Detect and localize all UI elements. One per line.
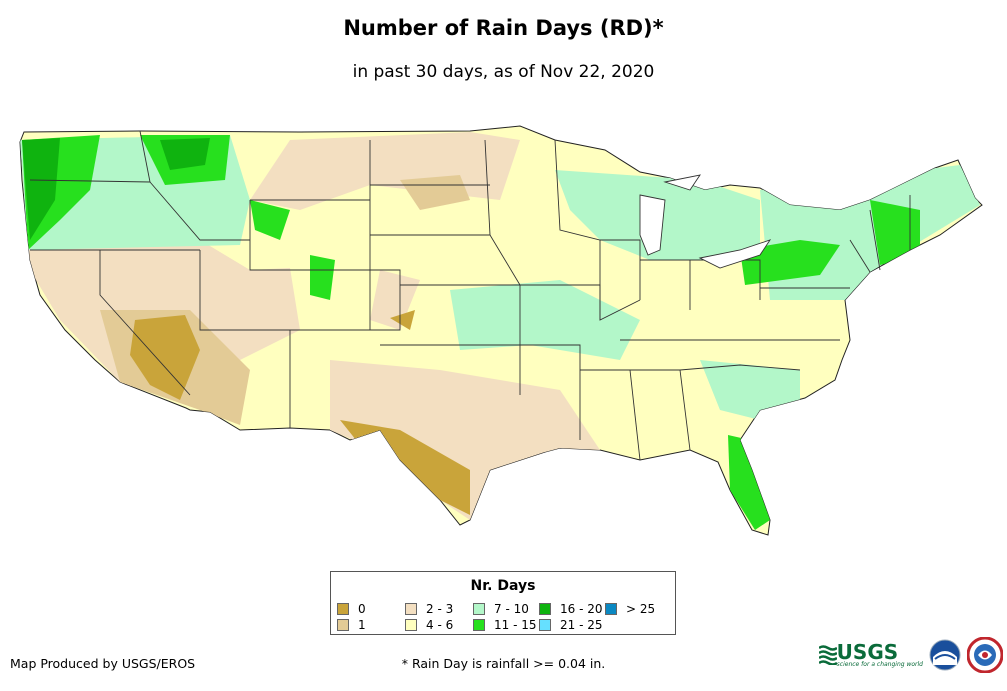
agency-logos: USGS science for a changing world — [818, 637, 1003, 673]
legend-label: 0 — [358, 602, 366, 616]
legend-label: > 25 — [626, 602, 656, 616]
legend-label: 7 - 10 — [494, 602, 529, 616]
legend-item-7-10: 7 - 10 — [473, 602, 529, 616]
noaa-logo-icon — [929, 639, 961, 671]
legend-swatch — [539, 619, 551, 631]
legend-item-2-3: 2 - 3 — [405, 602, 453, 616]
legend-item-4-6: 4 - 6 — [405, 618, 453, 632]
legend-item-21-25: 21 - 25 — [539, 618, 603, 632]
legend-label: 1 — [358, 618, 366, 632]
legend-swatch — [539, 603, 551, 615]
legend: Nr. Days 0 1 2 - 3 4 - 6 7 - 10 11 - 15 … — [330, 571, 676, 635]
legend-label: 16 - 20 — [560, 602, 603, 616]
region-11-15-wyoming — [250, 200, 290, 240]
legend-label: 21 - 25 — [560, 618, 603, 632]
legend-item-16-20: 16 - 20 — [539, 602, 603, 616]
region-16-20-montana — [160, 138, 210, 170]
legend-swatch — [473, 603, 485, 615]
region-7-10-southeast — [700, 360, 800, 420]
region-7-10-midsouth — [450, 280, 640, 360]
usgs-logo: USGS science for a changing world — [818, 640, 923, 668]
region-16-20-coast — [22, 138, 60, 240]
map-subtitle: in past 30 days, as of Nov 22, 2020 — [352, 62, 655, 82]
footnote: * Rain Day is rainfall >= 0.04 in. — [401, 656, 606, 671]
legend-item-0: 0 — [337, 602, 366, 616]
legend-label: 11 - 15 — [494, 618, 537, 632]
legend-item-1: 1 — [337, 618, 366, 632]
legend-item-11-15: 11 - 15 — [473, 618, 537, 632]
region-11-15-florida — [728, 435, 770, 530]
legend-item-gt-25: > 25 — [605, 602, 655, 616]
region-2-3-south — [330, 360, 600, 520]
region-7-10-northeast — [760, 165, 980, 300]
region-0-arizona — [130, 315, 200, 400]
legend-swatch — [405, 619, 417, 631]
region-1-northplains — [400, 175, 470, 210]
usgs-wave-icon — [818, 645, 837, 665]
region-11-15-colorado — [310, 255, 335, 300]
region-0-kansas — [390, 310, 415, 330]
legend-title: Nr. Days — [470, 578, 536, 594]
legend-swatch — [405, 603, 417, 615]
legend-label: 4 - 6 — [426, 618, 454, 632]
great-lakes — [639, 174, 772, 269]
legend-swatch — [473, 619, 485, 631]
nws-logo-icon — [967, 637, 1003, 673]
region-11-15-pennsylvania — [740, 240, 840, 285]
region-11-15-newengland — [870, 200, 920, 265]
state-boundaries — [29, 130, 911, 461]
legend-label: 2 - 3 — [426, 602, 454, 616]
usgs-tagline: science for a changing world — [836, 661, 923, 668]
legend-swatch — [605, 603, 617, 615]
map-credit: Map Produced by USGS/EROS — [10, 656, 196, 671]
legend-swatch — [337, 619, 349, 631]
usgs-name: USGS — [836, 640, 899, 664]
legend-swatch — [337, 603, 349, 615]
map-title: Number of Rain Days (RD)* — [343, 16, 664, 40]
